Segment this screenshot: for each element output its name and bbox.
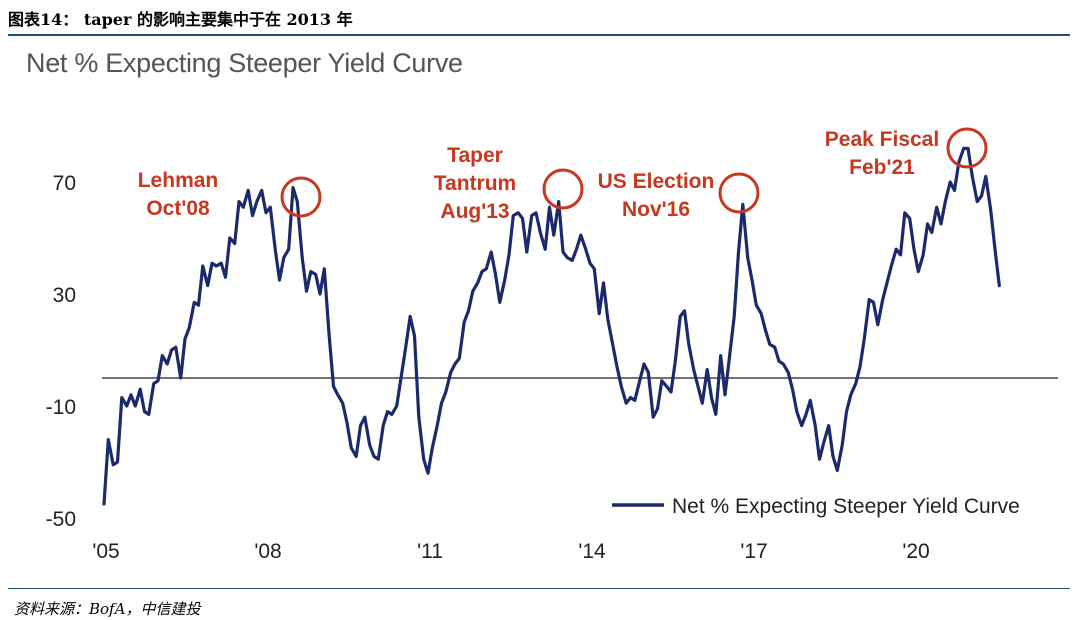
x-tick-label: '17 xyxy=(740,540,767,563)
annotation-label: Taper xyxy=(447,144,503,167)
chart-title: Net % Expecting Steeper Yield Curve xyxy=(26,48,463,78)
footer-rule xyxy=(8,588,1070,589)
y-tick-label: -50 xyxy=(46,508,76,531)
annotation-circle xyxy=(946,127,988,169)
annotation-circle xyxy=(280,176,322,218)
annotation-label: Peak Fiscal xyxy=(825,128,939,151)
y-tick-label: -10 xyxy=(46,396,76,419)
legend-label: Net % Expecting Steeper Yield Curve xyxy=(672,495,1020,518)
annotation-label: Oct'08 xyxy=(146,197,210,220)
annotation-label: Nov'16 xyxy=(622,198,690,221)
x-tick-label: '05 xyxy=(92,540,119,563)
annotation-label: Lehman xyxy=(138,169,219,192)
annotation-label: Aug'13 xyxy=(440,200,509,223)
y-tick-label: 30 xyxy=(53,284,76,307)
y-tick-label: 70 xyxy=(53,172,76,195)
annotation-circle xyxy=(542,168,584,210)
source-note: 资料来源：BofA，中信建投 xyxy=(14,600,201,618)
x-tick-label: '20 xyxy=(902,540,929,563)
annotation-label: US Election xyxy=(598,170,715,193)
series-line xyxy=(102,146,1001,506)
annotation-label: Feb'21 xyxy=(849,156,915,179)
annotation-label: Tantrum xyxy=(434,172,516,195)
header-rule xyxy=(8,34,1070,36)
x-tick-label: '11 xyxy=(417,540,443,563)
x-tick-label: '08 xyxy=(254,540,281,563)
annotation-circle xyxy=(718,172,760,214)
x-tick-label: '14 xyxy=(578,540,606,563)
figure-header: 图表14： taper 的影响主要集中于在 2013 年 xyxy=(8,10,353,29)
